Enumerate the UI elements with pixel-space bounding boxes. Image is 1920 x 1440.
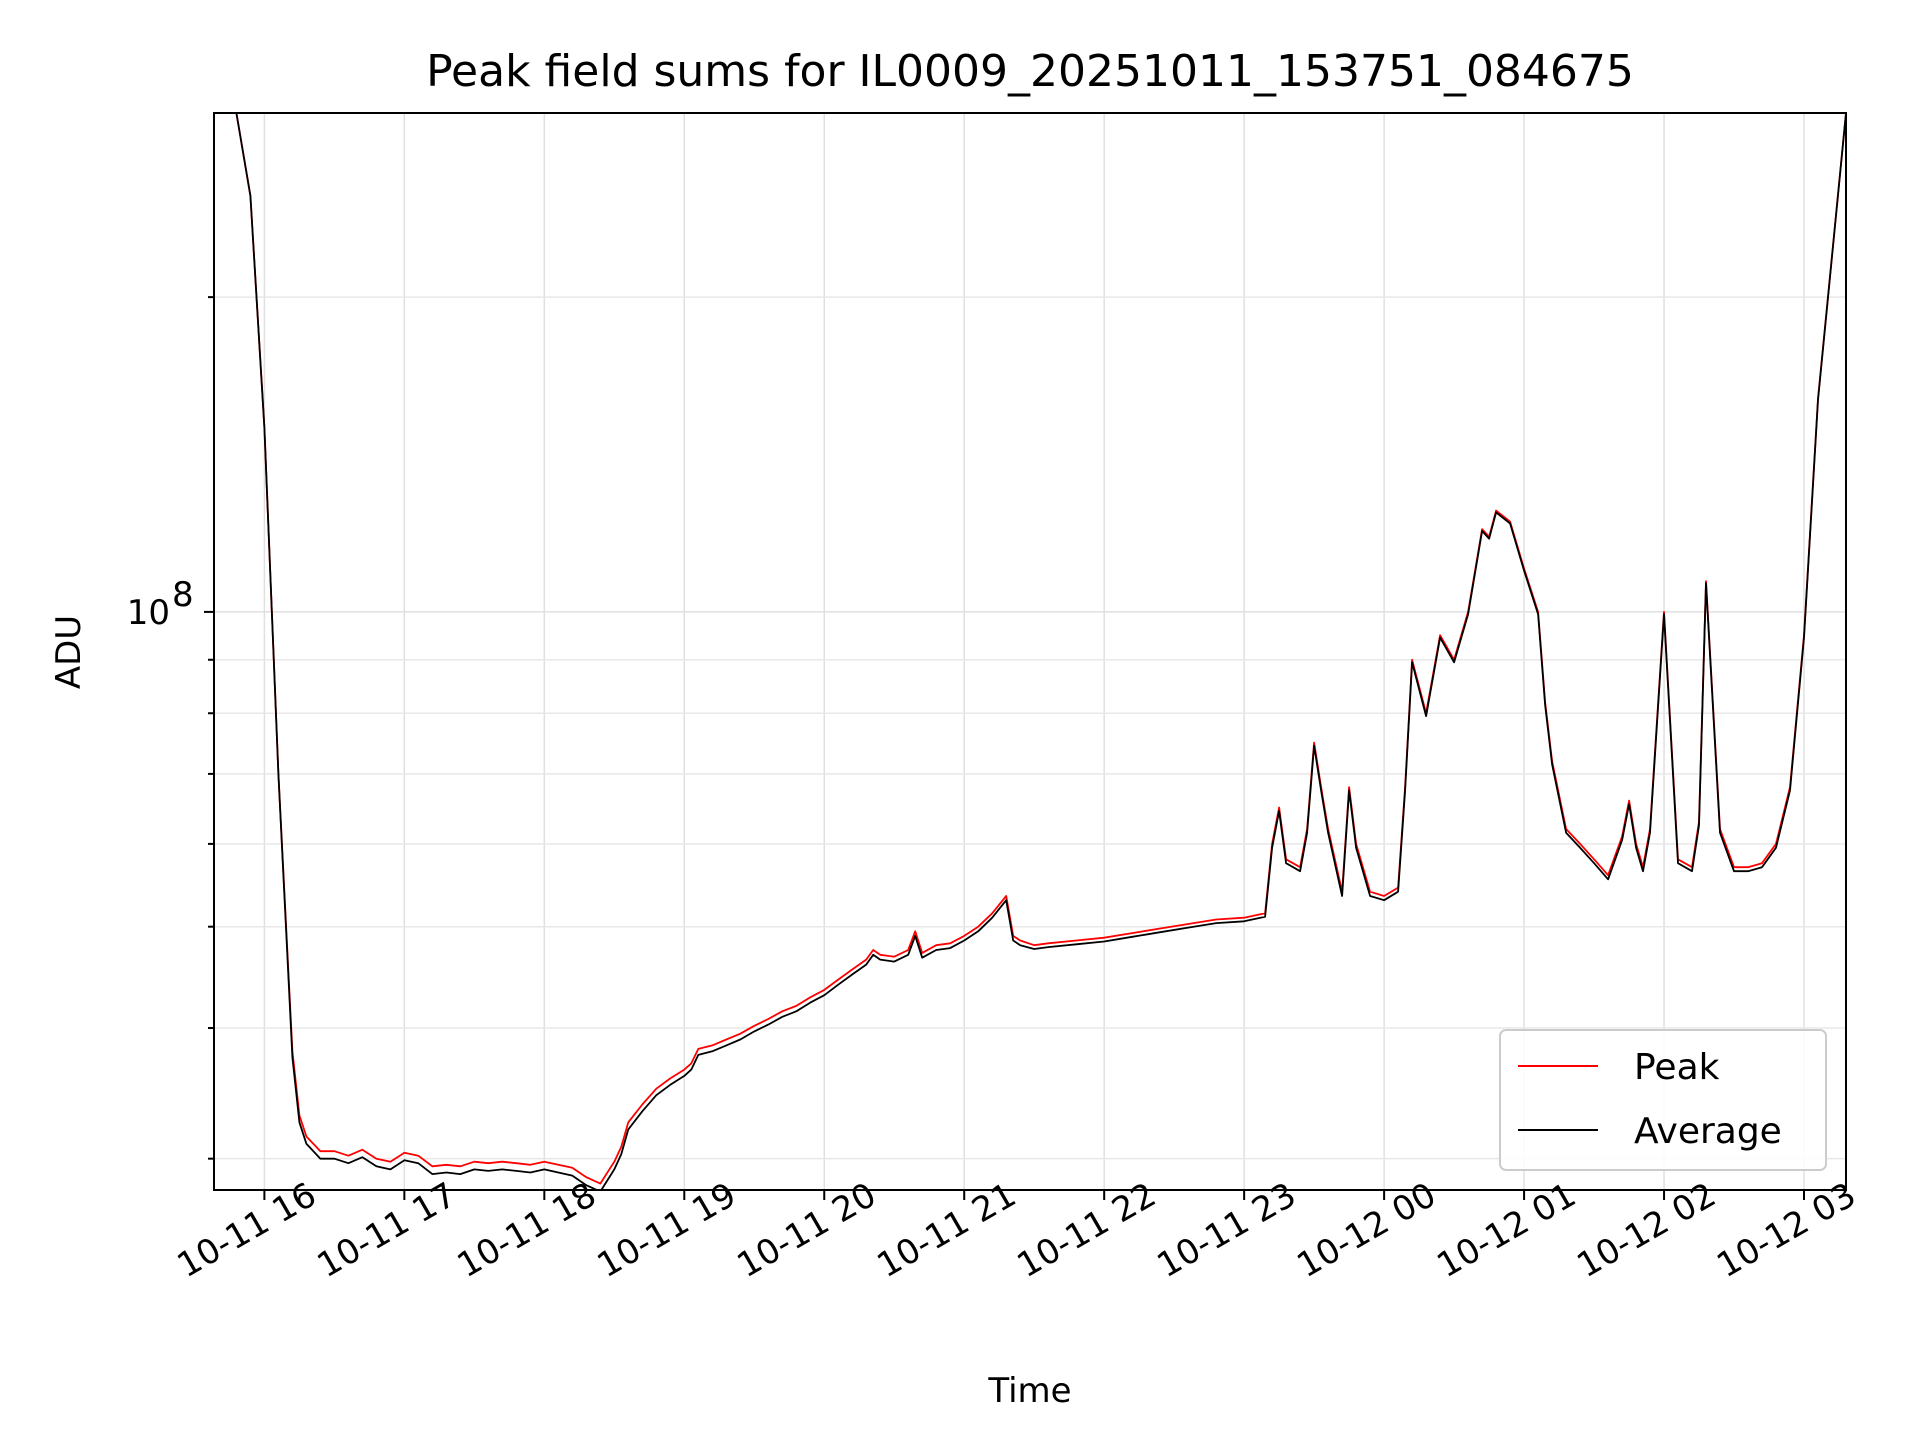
legend-label-average: Average	[1634, 1111, 1782, 1152]
y-tick-label-exponent: 8	[172, 575, 194, 615]
chart-title: Peak field sums for IL0009_20251011_1537…	[426, 46, 1634, 97]
y-axis-label: ADU	[49, 615, 89, 689]
grid-layer	[214, 113, 1846, 1190]
x-axis-label: Time	[987, 1371, 1071, 1411]
legend-label-peak: Peak	[1634, 1047, 1720, 1088]
series-layer	[214, 113, 1846, 1190]
legend: Peak Average	[1499, 1029, 1827, 1171]
series-line-average	[214, 113, 1846, 1190]
y-tick-label-base: 10	[127, 593, 170, 633]
plot-area-frame	[213, 112, 1847, 1191]
